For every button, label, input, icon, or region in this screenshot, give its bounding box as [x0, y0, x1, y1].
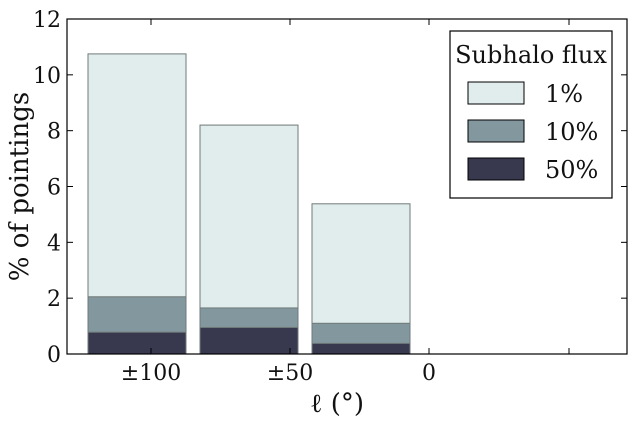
ticks-group: 0 2 4 6 8 10 12 ±100 ±50 0 — [33, 8, 627, 386]
y-tick-label-1: 0 — [47, 343, 61, 368]
legend-swatch-2 — [467, 119, 525, 143]
legend-swatch-3 — [467, 157, 525, 181]
bar-3-2 — [199, 326, 299, 355]
legend-swatch-1 — [467, 81, 525, 105]
x-tick-label-2: ±50 — [267, 361, 313, 386]
bars-group — [87, 53, 411, 355]
legend-label-1: 1% — [545, 80, 583, 108]
y-axis-label: % of pointings — [5, 92, 35, 281]
y-tick-label-7: 12 — [33, 8, 61, 33]
y-tick-label-5: 8 — [47, 120, 61, 145]
bar-3-1 — [87, 331, 187, 355]
x-tick-label-1: ±100 — [121, 361, 181, 386]
x-tick-label-3: 0 — [422, 361, 436, 386]
legend-label-2: 10% — [545, 118, 598, 146]
y-tick-label-4: 6 — [47, 176, 61, 201]
legend-label-3: 50% — [545, 156, 598, 184]
x-axis-label: ℓ (°) — [310, 389, 364, 419]
y-tick-label-6: 10 — [33, 64, 61, 89]
legend: Subhalo flux 1% 10% 50% — [449, 30, 613, 199]
y-tick-label-2: 2 — [47, 287, 61, 312]
legend-title: Subhalo flux — [455, 41, 607, 69]
bar-3-3 — [311, 342, 411, 355]
y-tick-label-3: 4 — [47, 231, 61, 256]
